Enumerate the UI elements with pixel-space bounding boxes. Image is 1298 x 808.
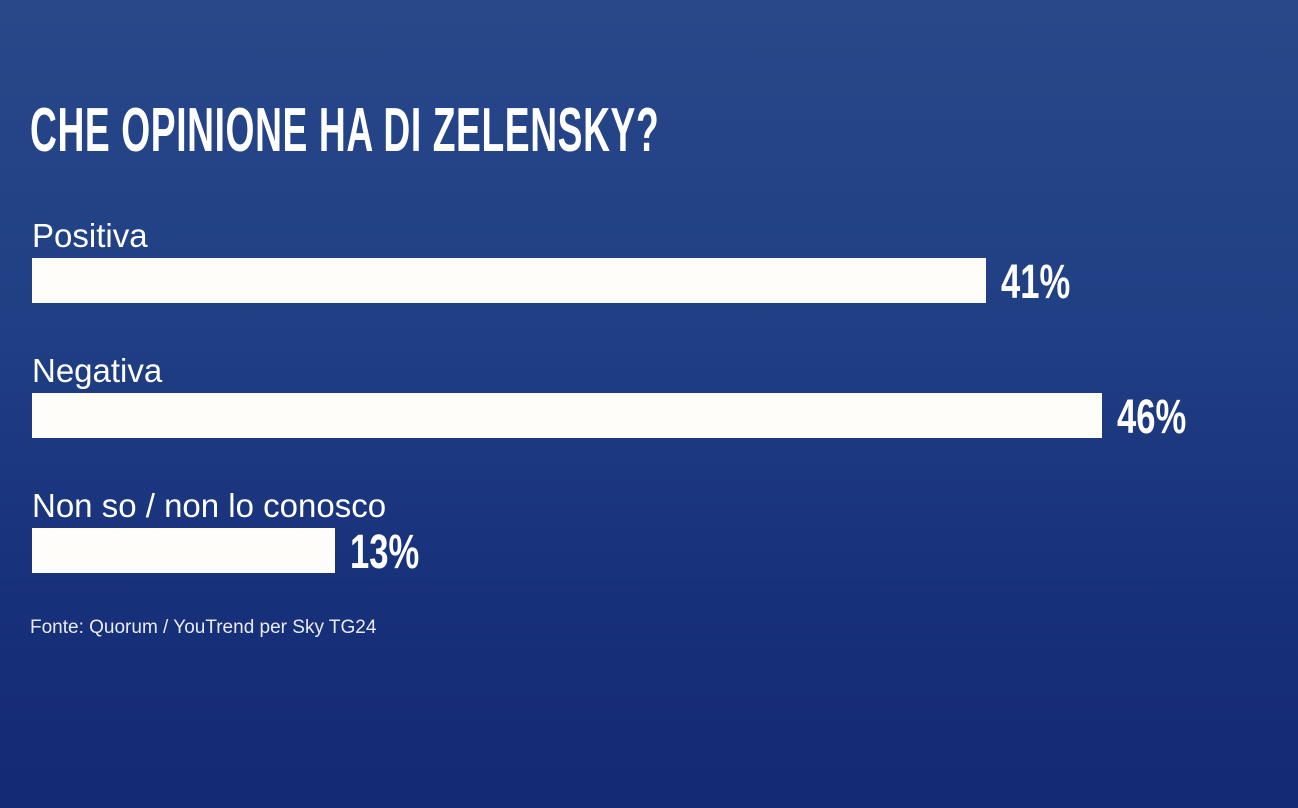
category-label: Positiva [32, 217, 148, 254]
bar-negativa [32, 393, 1103, 438]
bar-non-so-non-lo-conosco [32, 528, 335, 573]
value-label: 41% [1001, 256, 1071, 309]
bar-positiva [32, 258, 987, 303]
value-label: 13% [349, 526, 419, 579]
value-label: 46% [1117, 391, 1187, 444]
source-note: Fonte: Quorum / YouTrend per Sky TG24 [30, 617, 377, 638]
category-label: Negativa [32, 352, 163, 389]
chart-title: CHE OPINIONE HA DI ZELENSKY? [30, 96, 660, 165]
category-label: Non so / non lo conosco [32, 487, 387, 524]
